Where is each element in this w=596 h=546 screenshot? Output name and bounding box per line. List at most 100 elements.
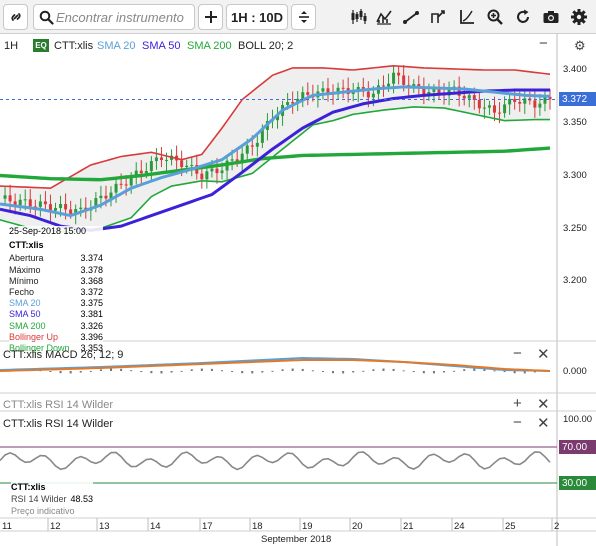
settings-main-icon[interactable]: ⚙ <box>574 38 586 53</box>
chart-canvas[interactable] <box>0 34 596 546</box>
candle-body <box>74 209 78 214</box>
draw-line-button[interactable] <box>398 4 424 30</box>
chart-area[interactable]: 1H EQ CTT:xlis SMA 20 SMA 50 SMA 200 BOL… <box>0 34 596 546</box>
indicator-sma20-label[interactable]: SMA 20 <box>97 40 136 52</box>
price-axis-label: 3.400 <box>563 64 587 75</box>
rsi-tip-symbol: CTT:xlis <box>11 482 46 492</box>
macd-histogram-bar <box>261 371 264 373</box>
candle-body <box>79 207 83 210</box>
macd-histogram-bar <box>160 371 163 374</box>
tooltip-row: Fecho 3.372 <box>9 287 103 298</box>
rsi-collapsed-title: CTT:xlis RSI 14 Wilder <box>3 399 114 411</box>
candle-body <box>508 98 512 105</box>
zoom-button[interactable] <box>482 4 508 30</box>
candle-body <box>109 192 113 199</box>
line-draw-icon <box>403 11 419 24</box>
settings-button[interactable] <box>566 4 592 30</box>
macd-histogram-bar <box>453 370 456 372</box>
tooltip-row: Bollinger Down 3.353 <box>9 343 103 354</box>
candle-body <box>8 195 12 202</box>
markers-icon <box>431 10 445 23</box>
link-button[interactable] <box>3 4 28 30</box>
rsi-line <box>0 451 551 471</box>
macd-histogram-bar <box>402 370 405 372</box>
x-axis-label: 12 <box>50 521 61 532</box>
candle-body <box>215 168 219 174</box>
markers-button[interactable] <box>425 4 451 30</box>
candle-body <box>548 96 552 100</box>
candle-body <box>538 103 542 108</box>
refresh-icon <box>517 9 529 23</box>
macd-histogram-bar <box>392 368 395 371</box>
candle-body <box>18 199 22 205</box>
candle-body <box>321 88 325 92</box>
instrument-search[interactable] <box>33 4 195 30</box>
price-axis-label: 3.300 <box>563 170 587 181</box>
axis-button[interactable] <box>454 4 480 30</box>
candle-body <box>260 129 264 143</box>
candle-body <box>64 203 68 210</box>
x-axis-month: September 2018 <box>261 534 332 545</box>
candle-body <box>54 208 58 211</box>
toolbar: 1H : 10D <box>0 0 596 34</box>
macd-histogram-bar <box>210 368 213 371</box>
rsi-tooltip: CTT:xlis RSI 14 Wilder 48.53 Preço indic… <box>11 481 94 517</box>
macd-histogram-bar <box>200 368 203 371</box>
minimize-rsi-button[interactable]: − <box>513 414 522 431</box>
macd-histogram-bar <box>432 371 435 374</box>
scale-button[interactable] <box>291 4 316 30</box>
candle-body <box>351 91 355 94</box>
candle-body <box>498 112 502 114</box>
indicator-bollinger-label[interactable]: BOLL 20; 2 <box>238 40 294 52</box>
candle-body <box>457 86 461 96</box>
x-axis-label: 25 <box>505 521 516 532</box>
candle-body <box>69 209 73 214</box>
timeframe-button[interactable]: 1H : 10D <box>226 4 288 30</box>
macd-histogram-bar <box>533 371 536 373</box>
candle-body <box>467 95 471 99</box>
camera-icon <box>543 11 559 23</box>
macd-histogram-bar <box>150 371 153 374</box>
macd-histogram-bar <box>412 371 415 373</box>
minimize-macd-button[interactable]: − <box>513 345 522 362</box>
candle-body <box>341 87 345 89</box>
candle-body <box>124 184 128 186</box>
close-macd-button[interactable]: ✕ <box>537 346 550 363</box>
tooltip-row-value: 3.372 <box>80 287 103 298</box>
add-icon <box>204 11 217 23</box>
macd-histogram-bar <box>443 371 446 373</box>
last-price-tag: 3.372 <box>559 92 596 106</box>
candle-body <box>104 195 108 199</box>
close-rsi-collapsed-button[interactable]: ✕ <box>537 396 550 413</box>
add-instrument-button[interactable] <box>198 4 223 30</box>
rsi-lower-tag: 30.00 <box>559 476 596 490</box>
candle-body <box>48 204 52 211</box>
close-rsi-button[interactable]: ✕ <box>537 415 550 432</box>
ohlc-tooltip: 25-Sep-2018 15:00 CTT:xlis Abertura 3.374… <box>9 226 103 355</box>
macd-histogram-bar <box>190 369 193 371</box>
candle-body <box>149 161 153 172</box>
candle-body <box>336 87 340 95</box>
indicator-sma50-label[interactable]: SMA 50 <box>142 40 181 52</box>
x-axis-label: 18 <box>252 521 263 532</box>
minimize-main-button[interactable]: − <box>539 35 548 52</box>
candle-body <box>518 101 522 104</box>
candle-body <box>99 195 103 199</box>
screenshot-button[interactable] <box>538 4 564 30</box>
candle-body <box>371 93 375 98</box>
chart-type-button[interactable] <box>371 4 397 30</box>
refresh-button[interactable] <box>510 4 536 30</box>
macd-histogram-bar <box>251 371 254 374</box>
search-input[interactable] <box>56 8 192 26</box>
candle-body <box>276 115 280 121</box>
indicator-sma200-label[interactable]: SMA 200 <box>187 40 232 52</box>
macd-histogram-bar <box>372 369 375 371</box>
candles-button[interactable] <box>346 4 372 30</box>
candle-body <box>306 92 310 95</box>
candle-body <box>543 96 547 104</box>
candle-body <box>286 102 290 106</box>
tooltip-row-value: 3.326 <box>80 320 103 331</box>
tooltip-row-label: Abertura <box>9 253 44 264</box>
arrows-vertical-icon <box>298 11 309 23</box>
expand-rsi-button[interactable]: + <box>513 395 522 412</box>
